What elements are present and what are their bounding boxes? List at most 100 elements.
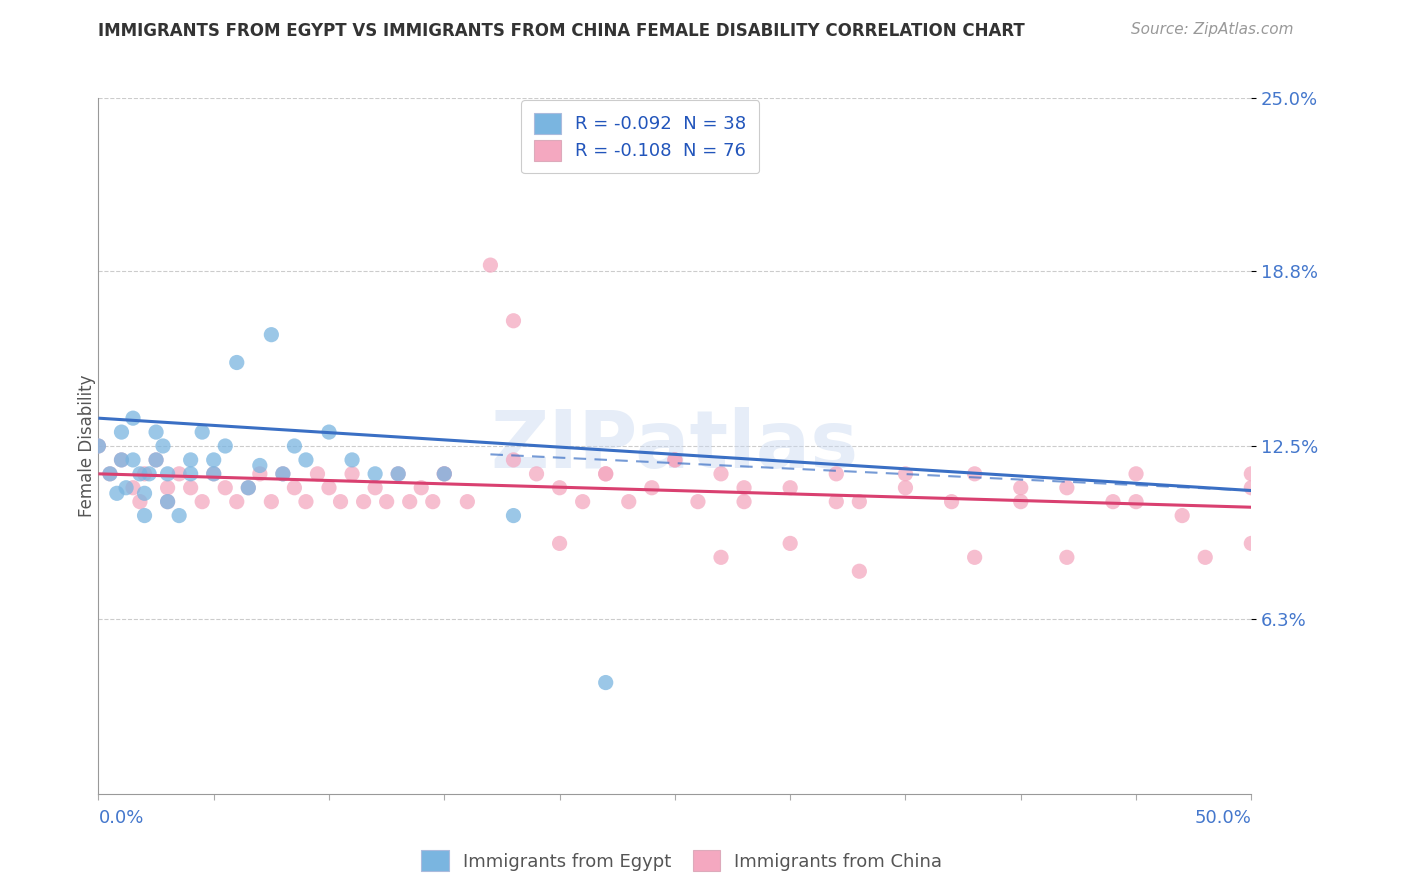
Point <box>238 481 260 495</box>
Point <box>191 425 214 439</box>
Point <box>260 327 283 342</box>
Text: IMMIGRANTS FROM EGYPT VS IMMIGRANTS FROM CHINA FEMALE DISABILITY CORRELATION CHA: IMMIGRANTS FROM EGYPT VS IMMIGRANTS FROM… <box>98 22 1025 40</box>
Point <box>848 564 870 578</box>
Point <box>110 425 132 439</box>
Point <box>180 481 202 495</box>
Point <box>686 494 709 508</box>
Point <box>502 453 524 467</box>
Point <box>225 355 247 369</box>
Point <box>202 467 225 481</box>
Point <box>433 467 456 481</box>
Point <box>156 467 179 481</box>
Point <box>398 494 420 508</box>
Point <box>502 314 524 328</box>
Point <box>152 439 174 453</box>
Point <box>422 494 444 508</box>
Point <box>225 494 247 508</box>
Point <box>353 494 375 508</box>
Point <box>156 494 179 508</box>
Point <box>1171 508 1194 523</box>
Point <box>134 508 156 523</box>
Point <box>825 467 848 481</box>
Point <box>122 453 145 467</box>
Point <box>283 439 305 453</box>
Point <box>848 494 870 508</box>
Point <box>1194 550 1216 565</box>
Point <box>214 439 236 453</box>
Point <box>110 453 132 467</box>
Point <box>733 481 755 495</box>
Point <box>364 467 387 481</box>
Point <box>329 494 352 508</box>
Point <box>710 467 733 481</box>
Point <box>963 467 986 481</box>
Point <box>110 453 132 467</box>
Point <box>894 481 917 495</box>
Point <box>595 675 617 690</box>
Point <box>260 494 283 508</box>
Point <box>1240 536 1263 550</box>
Point <box>87 439 110 453</box>
Point <box>479 258 502 272</box>
Point <box>779 481 801 495</box>
Point <box>1056 481 1078 495</box>
Point <box>548 481 571 495</box>
Point <box>115 481 138 495</box>
Point <box>122 481 145 495</box>
Point <box>180 467 202 481</box>
Legend: Immigrants from Egypt, Immigrants from China: Immigrants from Egypt, Immigrants from C… <box>415 843 949 879</box>
Point <box>375 494 398 508</box>
Point <box>145 453 167 467</box>
Point <box>617 494 640 508</box>
Point <box>1125 494 1147 508</box>
Point <box>433 467 456 481</box>
Point <box>387 467 409 481</box>
Point <box>283 481 305 495</box>
Point <box>180 453 202 467</box>
Point <box>271 467 294 481</box>
Point <box>825 494 848 508</box>
Point <box>129 467 152 481</box>
Point <box>295 453 318 467</box>
Point <box>387 467 409 481</box>
Point <box>641 481 664 495</box>
Text: ZIPatlas: ZIPatlas <box>491 407 859 485</box>
Text: Source: ZipAtlas.com: Source: ZipAtlas.com <box>1130 22 1294 37</box>
Point <box>456 494 478 508</box>
Legend: R = -0.092  N = 38, R = -0.108  N = 76: R = -0.092 N = 38, R = -0.108 N = 76 <box>522 100 759 174</box>
Point <box>318 425 340 439</box>
Point <box>214 481 236 495</box>
Point <box>271 467 294 481</box>
Point <box>138 467 160 481</box>
Point <box>87 439 110 453</box>
Point <box>1240 481 1263 495</box>
Point <box>156 481 179 495</box>
Point <box>963 550 986 565</box>
Point <box>340 453 363 467</box>
Point <box>941 494 963 508</box>
Point <box>98 467 121 481</box>
Point <box>249 467 271 481</box>
Point <box>733 494 755 508</box>
Point <box>1056 550 1078 565</box>
Point <box>249 458 271 473</box>
Point <box>202 453 225 467</box>
Point <box>134 486 156 500</box>
Point <box>318 481 340 495</box>
Point <box>145 425 167 439</box>
Point <box>167 508 190 523</box>
Point <box>548 536 571 550</box>
Point <box>1102 494 1125 508</box>
Point <box>664 453 686 467</box>
Y-axis label: Female Disability: Female Disability <box>79 375 96 517</box>
Point <box>1010 481 1032 495</box>
Point <box>307 467 329 481</box>
Text: 50.0%: 50.0% <box>1195 809 1251 827</box>
Point <box>502 508 524 523</box>
Point <box>433 467 456 481</box>
Point <box>526 467 548 481</box>
Point <box>710 550 733 565</box>
Point <box>238 481 260 495</box>
Point <box>1010 494 1032 508</box>
Point <box>664 453 686 467</box>
